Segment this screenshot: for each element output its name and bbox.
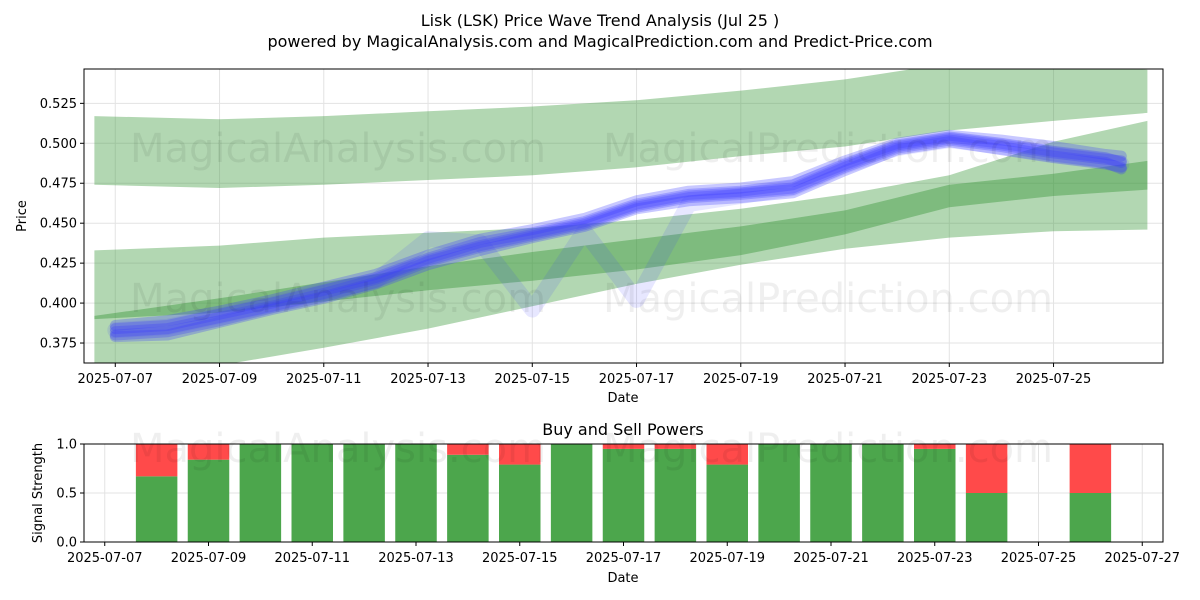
sell-bar-7 bbox=[499, 444, 541, 465]
buy-bar-13 bbox=[810, 444, 852, 542]
price-x-axis-label: Date bbox=[607, 391, 638, 406]
price-ytick-label-1: 0.400 bbox=[40, 297, 77, 312]
signal-xtick-label-1: 2025-07-09 bbox=[171, 551, 247, 566]
watermark-magicalprediction-mid: MagicalPrediction.com bbox=[603, 276, 1053, 322]
signal-chart-title: Buy and Sell Powers bbox=[542, 420, 704, 439]
price-ytick-label-5: 0.500 bbox=[40, 137, 77, 152]
series-wave-dip bbox=[107, 132, 1130, 339]
buy-bar-9 bbox=[602, 448, 645, 542]
signal-y-axis-label: Signal Strength bbox=[31, 443, 46, 543]
series-wave-2 bbox=[109, 129, 1127, 331]
price-xtick-label-1: 2025-07-09 bbox=[182, 372, 258, 387]
buy-bar-14 bbox=[862, 444, 904, 542]
buy-bar-7 bbox=[499, 464, 541, 542]
price-wave-lines bbox=[107, 129, 1130, 343]
buy-bar-15 bbox=[914, 448, 956, 542]
buy-bar-3 bbox=[291, 444, 333, 542]
price-y-ticks: 0.375 0.400 0.425 0.450 0.475 0.500 0.525 bbox=[40, 97, 84, 352]
price-xtick-label-0: 2025-07-07 bbox=[77, 372, 153, 387]
watermark-magicalprediction-top: MagicalPrediction.com bbox=[603, 126, 1053, 172]
signal-xtick-label-10: 2025-07-27 bbox=[1104, 551, 1180, 566]
band-upper-channel bbox=[94, 69, 1148, 188]
price-xtick-label-7: 2025-07-21 bbox=[807, 372, 883, 387]
price-x-ticks: 2025-07-07 2025-07-09 2025-07-11 2025-07-13… bbox=[77, 363, 1091, 387]
watermark-magicalprediction-bottom: MagicalPrediction.com bbox=[603, 426, 1053, 472]
series-wave-5 bbox=[109, 134, 1127, 341]
buy-bar-16 bbox=[965, 493, 1008, 542]
sell-bar-9 bbox=[602, 444, 645, 449]
chart-title: Lisk (LSK) Price Wave Trend Analysis (Ju… bbox=[421, 11, 780, 30]
watermark-magicalanalysis-mid: MagicalAnalysis.com bbox=[130, 276, 546, 322]
buy-bar-11 bbox=[706, 464, 748, 542]
signal-xtick-label-9: 2025-07-25 bbox=[1001, 551, 1077, 566]
price-xtick-label-9: 2025-07-25 bbox=[1016, 372, 1092, 387]
watermark-magicalanalysis-top: MagicalAnalysis.com bbox=[130, 126, 546, 172]
price-ytick-label-4: 0.475 bbox=[40, 177, 77, 192]
buy-bar-5 bbox=[395, 444, 437, 542]
price-grid bbox=[84, 69, 1163, 363]
series-wave-4 bbox=[109, 131, 1127, 335]
signal-xtick-label-0: 2025-07-07 bbox=[67, 551, 143, 566]
signal-bars bbox=[135, 444, 1112, 542]
signal-ytick-label-2: 1.0 bbox=[56, 438, 77, 453]
watermark-magicalanalysis-bottom: MagicalAnalysis.com bbox=[130, 426, 546, 472]
price-xtick-label-6: 2025-07-19 bbox=[703, 372, 779, 387]
price-ytick-label-6: 0.525 bbox=[40, 97, 77, 112]
buy-bar-2 bbox=[239, 444, 282, 542]
price-axes-frame bbox=[83, 68, 1164, 364]
signal-xtick-label-7: 2025-07-21 bbox=[793, 551, 869, 566]
price-xtick-label-5: 2025-07-17 bbox=[599, 372, 675, 387]
price-ytick-label-3: 0.450 bbox=[40, 217, 77, 232]
buy-bar-1 bbox=[187, 459, 230, 542]
buy-bar-0 bbox=[135, 476, 178, 542]
signal-xtick-label-5: 2025-07-17 bbox=[586, 551, 662, 566]
sell-bar-16 bbox=[965, 444, 1008, 493]
price-y-axis-label: Price bbox=[15, 200, 30, 232]
signal-xtick-label-8: 2025-07-23 bbox=[897, 551, 973, 566]
chart-subtitle: powered by MagicalAnalysis.com and Magic… bbox=[267, 32, 932, 51]
buy-bar-18 bbox=[1069, 493, 1112, 542]
signal-xtick-label-2: 2025-07-11 bbox=[274, 551, 350, 566]
signal-y-ticks: 0.0 0.5 1.0 bbox=[56, 438, 84, 551]
sell-bar-10 bbox=[654, 444, 697, 449]
prediction-bands bbox=[94, 69, 1148, 363]
price-xtick-label-8: 2025-07-23 bbox=[912, 372, 988, 387]
buy-bar-10 bbox=[654, 448, 697, 542]
signal-x-axis-label: Date bbox=[607, 571, 638, 586]
signal-ytick-label-1: 0.5 bbox=[56, 487, 77, 502]
buy-bar-8 bbox=[550, 444, 593, 542]
signal-xtick-label-3: 2025-07-13 bbox=[378, 551, 454, 566]
series-wave-3 bbox=[109, 136, 1127, 343]
band-lower-channel bbox=[94, 120, 1148, 363]
buy-bar-4 bbox=[343, 444, 385, 542]
price-ytick-label-0: 0.375 bbox=[40, 337, 77, 352]
sell-bar-15 bbox=[914, 444, 956, 449]
series-wave-1 bbox=[109, 133, 1127, 338]
price-xtick-label-2: 2025-07-11 bbox=[286, 372, 362, 387]
signal-xtick-label-6: 2025-07-19 bbox=[689, 551, 765, 566]
signal-ytick-label-0: 0.0 bbox=[56, 536, 77, 551]
sell-bar-11 bbox=[706, 444, 748, 465]
price-xtick-label-3: 2025-07-13 bbox=[390, 372, 466, 387]
price-ytick-label-2: 0.425 bbox=[40, 257, 77, 272]
sell-bar-1 bbox=[187, 444, 230, 460]
band-trend-band bbox=[94, 160, 1148, 320]
buy-bar-12 bbox=[758, 444, 800, 542]
sell-bar-18 bbox=[1069, 444, 1112, 493]
buy-bar-6 bbox=[447, 454, 489, 542]
signal-xtick-label-4: 2025-07-15 bbox=[482, 551, 558, 566]
sell-bar-6 bbox=[447, 444, 489, 455]
signal-x-ticks: 2025-07-07 2025-07-09 2025-07-11 2025-07-13… bbox=[67, 542, 1180, 566]
sell-bar-0 bbox=[135, 444, 178, 477]
price-xtick-label-4: 2025-07-15 bbox=[494, 372, 570, 387]
